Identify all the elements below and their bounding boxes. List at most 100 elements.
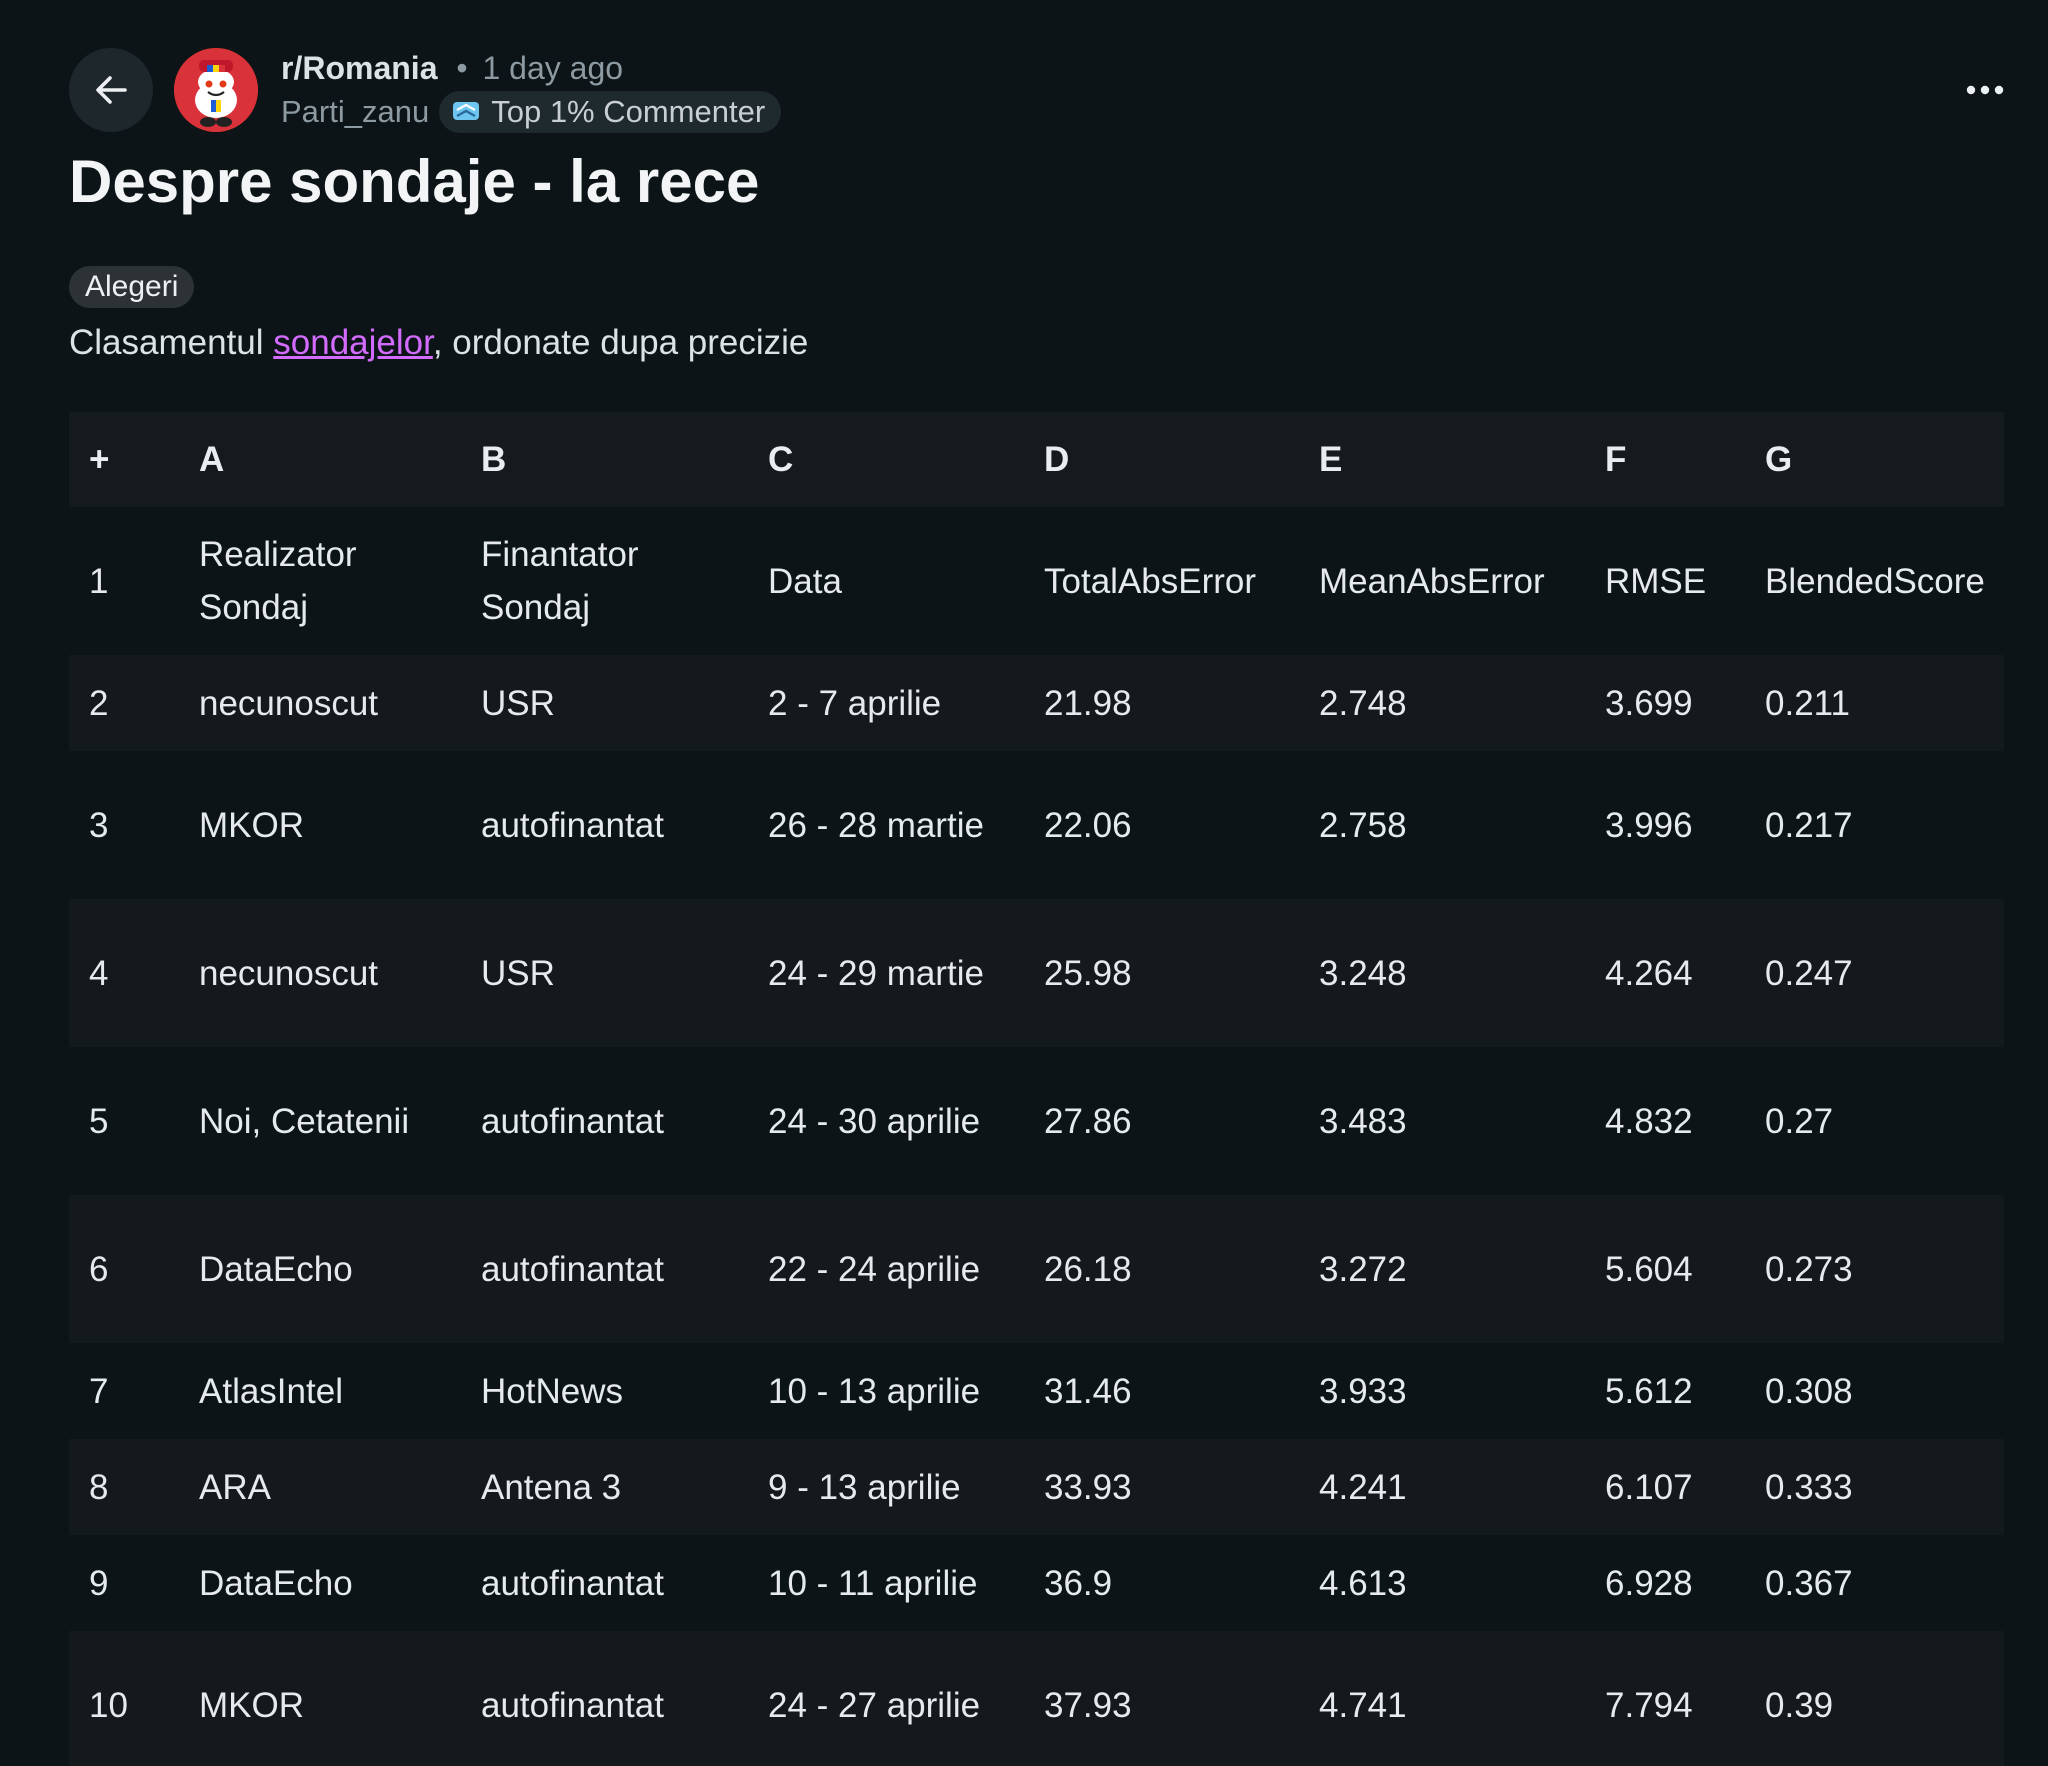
table-cell: 37.93	[1044, 1685, 1132, 1725]
table-cell: 26.18	[1044, 1249, 1132, 1289]
poll-table-container[interactable]: + A B C D E F G 1 Realizator Sondaj Fina…	[69, 412, 2004, 1766]
ellipsis-icon	[1966, 85, 2004, 95]
table-cell: MKOR	[199, 805, 304, 845]
table-cell: 7	[89, 1371, 109, 1411]
table-cell: Data	[768, 561, 842, 601]
table-cell: 10 - 13 aprilie	[768, 1371, 981, 1411]
table-cell: 25.98	[1044, 953, 1132, 993]
table-row: 8 ARA Antena 3 9 - 13 aprilie 33.93 4.24…	[69, 1439, 2004, 1535]
user-badge-label: Top 1% Commenter	[491, 94, 766, 129]
body-text-prefix: Clasamentul	[69, 323, 274, 362]
table-cell: Realizator Sondaj	[199, 535, 357, 627]
table-cell: Noi, Cetatenii	[199, 1101, 410, 1141]
post-meta: r/Romania • 1 day ago Parti_zanu Top 1% …	[281, 46, 782, 136]
table-cell: 27.86	[1044, 1101, 1132, 1141]
poll-table: + A B C D E F G 1 Realizator Sondaj Fina…	[69, 412, 2004, 1766]
table-header-row: + A B C D E F G	[69, 412, 2004, 507]
arrow-left-icon	[96, 76, 127, 104]
table-cell: 21.98	[1044, 683, 1132, 723]
table-cell: 6.928	[1605, 1563, 1693, 1603]
table-cell: 4.741	[1319, 1685, 1407, 1725]
table-cell: 9 - 13 aprilie	[768, 1467, 961, 1507]
table-cell: autofinantat	[481, 1249, 664, 1289]
subreddit-avatar[interactable]	[174, 48, 258, 132]
table-row: 4 necunoscut USR 24 - 29 martie 25.98 3.…	[69, 899, 2004, 1047]
column-header: D	[1044, 440, 1070, 479]
table-cell: necunoscut	[199, 683, 379, 723]
table-cell: 3.483	[1319, 1101, 1407, 1141]
table-cell: Antena 3	[481, 1467, 622, 1507]
body-text-suffix: , ordonate dupa precizie	[432, 323, 809, 362]
table-cell: MKOR	[199, 1685, 304, 1725]
table-cell: autofinantat	[481, 1685, 664, 1725]
table-cell: 7.794	[1605, 1685, 1693, 1725]
post-body: Clasamentul sondajelor, ordonate dupa pr…	[69, 318, 808, 368]
table-cell: 24 - 27 aprilie	[768, 1685, 981, 1725]
post-time: 1 day ago	[482, 50, 624, 86]
table-cell: 31.46	[1044, 1371, 1132, 1411]
table-cell: MeanAbsError	[1319, 561, 1545, 601]
table-cell: 0.273	[1765, 1249, 1853, 1289]
subreddit-avatar-icon	[174, 48, 258, 132]
table-row: 6 DataEcho autofinantat 22 - 24 aprilie …	[69, 1195, 2004, 1343]
table-cell: 1	[89, 561, 109, 601]
table-cell: 3.248	[1319, 953, 1407, 993]
table-cell: 0.211	[1765, 683, 1850, 723]
post-header: r/Romania • 1 day ago Parti_zanu Top 1% …	[69, 46, 2009, 136]
table-cell: 0.308	[1765, 1371, 1853, 1411]
table-cell: 26 - 28 martie	[768, 805, 984, 845]
table-row: 3 MKOR autofinantat 26 - 28 martie 22.06…	[69, 751, 2004, 899]
table-cell: 3.272	[1319, 1249, 1407, 1289]
column-header: G	[1765, 440, 1793, 479]
table-row: 7 AtlasIntel HotNews 10 - 13 aprilie 31.…	[69, 1343, 2004, 1439]
table-cell: DataEcho	[199, 1249, 353, 1289]
table-cell: 3.933	[1319, 1371, 1407, 1411]
table-cell: 3.996	[1605, 805, 1693, 845]
table-cell: USR	[481, 953, 555, 993]
table-cell: 0.247	[1765, 953, 1853, 993]
table-cell: 0.217	[1765, 805, 1853, 845]
table-cell: 2.758	[1319, 805, 1407, 845]
table-cell: TotalAbsError	[1044, 561, 1257, 601]
table-cell: 6	[89, 1249, 109, 1289]
table-cell: 0.367	[1765, 1563, 1853, 1603]
column-header: F	[1605, 440, 1627, 479]
body-link[interactable]: sondajelor	[273, 323, 433, 362]
column-header: A	[199, 440, 225, 479]
table-cell: ARA	[199, 1467, 271, 1507]
table-cell: 6.107	[1605, 1467, 1693, 1507]
column-header: +	[89, 440, 110, 479]
table-cell: 24 - 29 martie	[768, 953, 984, 993]
table-cell: 4.613	[1319, 1563, 1407, 1603]
table-cell: Finantator Sondaj	[481, 535, 639, 627]
table-cell: 4	[89, 953, 109, 993]
table-row: 5 Noi, Cetatenii autofinantat 24 - 30 ap…	[69, 1047, 2004, 1195]
table-cell: RMSE	[1605, 561, 1707, 601]
table-cell: 2	[89, 683, 109, 723]
subreddit-name[interactable]: r/Romania	[281, 50, 438, 86]
table-cell: 5.612	[1605, 1371, 1693, 1411]
table-cell: 22 - 24 aprilie	[768, 1249, 981, 1289]
post-title: Despre sondaje - la rece	[69, 148, 760, 215]
table-cell: BlendedScore	[1765, 561, 1985, 601]
more-options-button[interactable]	[1961, 66, 2009, 114]
table-cell: 4.832	[1605, 1101, 1693, 1141]
table-cell: 33.93	[1044, 1467, 1132, 1507]
table-cell: USR	[481, 683, 555, 723]
table-cell: autofinantat	[481, 1101, 664, 1141]
table-cell: 2.748	[1319, 683, 1407, 723]
author-username[interactable]: Parti_zanu	[281, 94, 430, 129]
table-row: 1 Realizator Sondaj Finantator Sondaj Da…	[69, 507, 2004, 655]
table-cell: 8	[89, 1467, 109, 1507]
table-cell: HotNews	[481, 1371, 623, 1411]
column-header: E	[1319, 440, 1343, 479]
table-cell: 0.27	[1765, 1101, 1834, 1141]
table-cell: autofinantat	[481, 1563, 664, 1603]
table-cell: 3.699	[1605, 683, 1693, 723]
table-row: 10 MKOR autofinantat 24 - 27 aprilie 37.…	[69, 1631, 2004, 1766]
post-flair[interactable]: Alegeri	[69, 266, 195, 308]
table-cell: 9	[89, 1563, 109, 1603]
back-button[interactable]	[69, 48, 153, 132]
meta-separator: •	[456, 50, 468, 86]
table-row: 9 DataEcho autofinantat 10 - 11 aprilie …	[69, 1535, 2004, 1631]
